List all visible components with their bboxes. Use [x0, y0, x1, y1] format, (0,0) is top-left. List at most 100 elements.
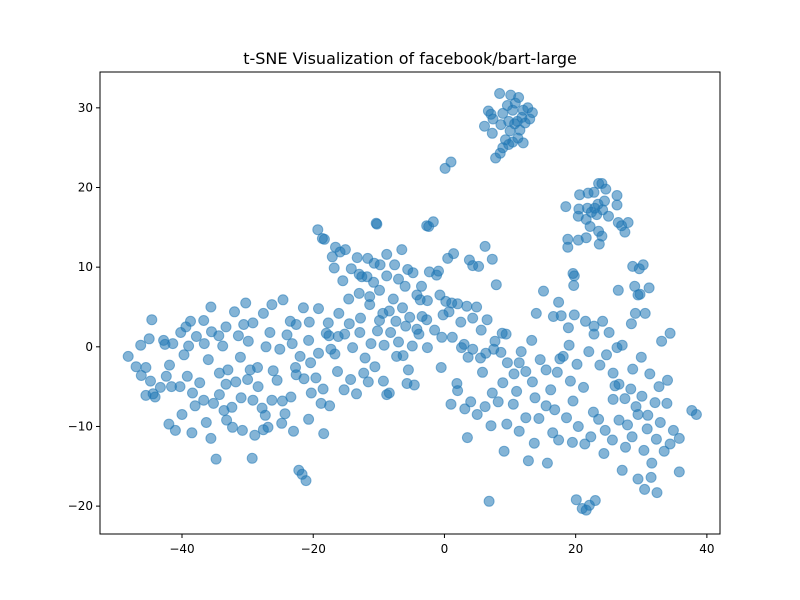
data-point: [297, 302, 309, 314]
data-point: [479, 120, 490, 132]
data-point: [579, 438, 591, 450]
data-point: [594, 359, 606, 371]
data-point: [632, 289, 644, 301]
data-point: [549, 404, 561, 416]
data-point: [205, 432, 217, 444]
data-point: [639, 307, 651, 319]
data-point: [305, 357, 317, 369]
data-point: [160, 370, 172, 382]
data-point: [626, 431, 638, 443]
data-point: [333, 307, 345, 319]
data-point: [547, 311, 559, 322]
data-point: [186, 427, 198, 439]
data-point: [437, 309, 449, 321]
data-point: [385, 327, 397, 338]
data-point: [262, 421, 274, 433]
data-point: [530, 307, 542, 319]
data-point: [629, 307, 641, 319]
data-point: [471, 301, 483, 313]
data-point: [481, 314, 493, 326]
data-point: [606, 434, 618, 446]
data-point: [247, 317, 259, 329]
data-point: [572, 234, 584, 246]
data-point: [318, 428, 330, 440]
data-point: [465, 396, 477, 408]
data-point: [359, 352, 371, 364]
data-point: [599, 195, 610, 207]
data-point: [690, 409, 702, 420]
data-point: [619, 226, 631, 238]
data-point: [455, 316, 467, 328]
data-point: [513, 357, 525, 369]
data-point: [500, 328, 512, 340]
data-point: [636, 390, 648, 402]
data-point: [485, 108, 497, 120]
data-point: [154, 381, 166, 393]
data-point: [374, 259, 386, 271]
data-point: [473, 260, 485, 272]
data-point: [399, 280, 411, 292]
data-point: [568, 309, 580, 321]
data-point: [176, 409, 188, 420]
data-point: [485, 420, 497, 432]
data-point: [611, 342, 623, 354]
data-point: [351, 388, 362, 400]
data-point: [490, 152, 502, 164]
data-point: [402, 364, 414, 376]
data-point: [305, 387, 317, 399]
data-point: [310, 372, 322, 384]
data-point: [561, 412, 572, 424]
data-point: [390, 315, 402, 327]
data-point: [571, 358, 583, 370]
data-point: [257, 307, 269, 319]
data-point: [616, 464, 628, 476]
data-point: [374, 284, 385, 296]
data-point: [274, 343, 286, 355]
data-point: [658, 445, 670, 457]
data-point: [400, 320, 412, 332]
data-point: [354, 327, 366, 338]
data-point: [393, 273, 404, 285]
data-point: [513, 425, 525, 437]
data-point: [520, 366, 532, 377]
data-point: [163, 418, 175, 430]
data-point: [135, 339, 147, 351]
data-point: [632, 473, 644, 485]
data-point: [572, 421, 584, 432]
data-point: [313, 303, 324, 315]
data-point: [456, 342, 467, 354]
data-point: [486, 127, 498, 139]
data-point: [396, 244, 408, 256]
data-point: [517, 137, 529, 149]
data-point: [284, 315, 296, 327]
data-point: [661, 397, 673, 409]
data-point: [393, 336, 404, 348]
data-point: [495, 346, 507, 358]
data-point: [381, 248, 393, 260]
data-point: [238, 319, 250, 330]
data-point: [589, 495, 601, 506]
data-point: [461, 432, 473, 444]
data-point: [230, 376, 242, 388]
data-point: [513, 92, 525, 103]
data-point: [467, 343, 479, 355]
data-point: [200, 417, 212, 428]
data-point: [315, 397, 327, 409]
data-point: [433, 265, 444, 277]
data-point: [635, 351, 647, 363]
data-point: [598, 448, 610, 459]
x-tick-label: −40: [169, 542, 194, 556]
y-tick-label: 20: [78, 181, 93, 195]
data-point: [337, 275, 349, 287]
data-point: [232, 330, 244, 342]
data-point: [609, 380, 621, 392]
data-point: [229, 306, 240, 318]
data-point: [547, 427, 559, 439]
y-tick-label: −20: [68, 499, 93, 513]
data-point: [662, 374, 673, 386]
data-point: [372, 325, 383, 337]
data-point: [294, 350, 306, 362]
data-point: [190, 331, 202, 342]
data-point: [638, 444, 650, 456]
